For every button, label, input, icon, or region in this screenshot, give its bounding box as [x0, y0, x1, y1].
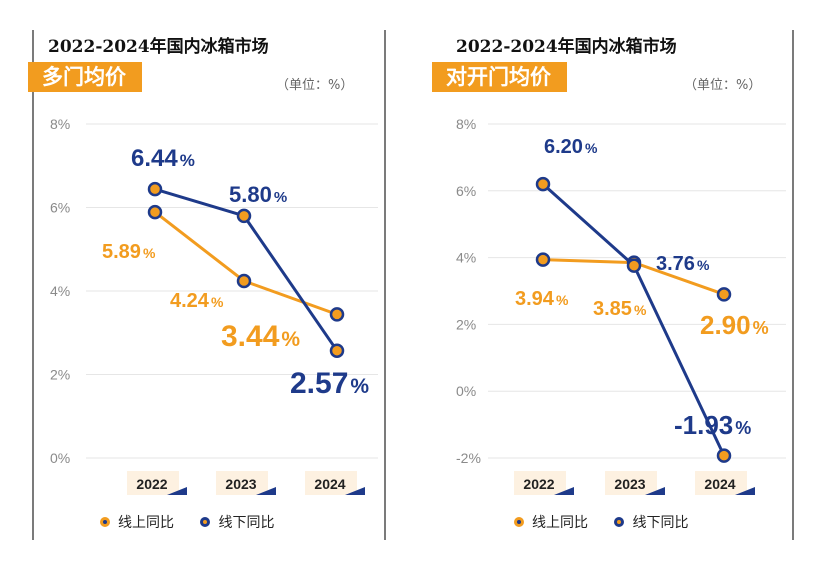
y-tick-label: 0%	[456, 383, 476, 399]
x-category-badge	[216, 471, 268, 495]
legend-marker-offline	[200, 517, 211, 527]
legend-item-online: 线上同比	[100, 512, 174, 532]
data-point-offline	[716, 448, 732, 463]
x-category-badge-accent	[554, 487, 574, 495]
data-label-online: 3.94%	[515, 288, 569, 310]
data-point-online	[236, 273, 252, 289]
data-label-offline: 6.20%	[544, 136, 598, 158]
x-category-badge	[305, 471, 357, 495]
x-category-badge-accent	[167, 487, 187, 495]
x-category-badge	[514, 471, 566, 495]
x-tick-label: 2024	[314, 476, 345, 492]
unit-label: （单位：%）	[276, 78, 354, 93]
data-point-online	[147, 204, 163, 220]
data-label-offline: 6.44%	[131, 145, 195, 172]
y-tick-label: 4%	[456, 250, 476, 266]
data-label-online: 3.44%	[221, 320, 300, 353]
x-tick-label: 2024	[704, 476, 735, 492]
legend-label-online: 线上同比	[532, 515, 588, 531]
y-tick-label: 0%	[50, 450, 70, 466]
x-category-badge	[127, 471, 179, 495]
legend-marker-online	[514, 517, 524, 527]
x-tick-label: 2023	[225, 476, 256, 492]
y-tick-label: 6%	[50, 200, 70, 216]
x-category-badge-accent	[256, 487, 276, 495]
line-chart-side-by-side: 8% 6% 4% 2% 0% -2% 2022 2023 2024 3.94% 3.85% 2.90%…	[456, 116, 786, 495]
legend-label-offline: 线下同比	[632, 515, 689, 531]
y-tick-label: 4%	[50, 283, 70, 299]
legend-marker-offline	[614, 517, 625, 527]
y-tick-label: 2%	[456, 316, 476, 332]
panel-right-border	[792, 30, 794, 540]
data-label-online: 2.90%	[700, 310, 769, 340]
y-tick-label: 8%	[50, 116, 70, 132]
panel-title: 2022-2024年国内冰箱市场	[48, 37, 269, 57]
data-point-offline	[236, 208, 252, 224]
y-tick-label: 8%	[456, 116, 476, 132]
legend-label-online: 线上同比	[118, 515, 174, 531]
legend: 线上同比 线下同比	[100, 512, 296, 532]
legend-item-online: 线上同比	[514, 512, 588, 532]
data-label-online: 4.24%	[170, 290, 224, 312]
data-point-offline	[147, 181, 163, 197]
legend-marker-online	[100, 517, 110, 527]
x-category-badge-accent	[345, 487, 365, 495]
data-point-online	[329, 307, 345, 322]
data-point-offline	[535, 176, 551, 192]
legend-item-offline: 线下同比	[614, 512, 688, 532]
x-category-badge-accent	[645, 487, 665, 495]
data-label-offline: 2.57%	[290, 367, 369, 400]
data-label-online: 3.85%	[593, 298, 647, 320]
x-category-badge-accent	[735, 487, 755, 495]
chart-panel-side-by-side: 2022-2024年国内冰箱市场 对开门均价 （单位：%） 8% 6% 4% 2% 0%…	[412, 0, 797, 568]
chart-subtitle-badge: 对开门均价	[432, 62, 567, 92]
line-chart-multi-door: 8% 6% 4% 2% 0% 2022 2023 2024 5.89 % 4.24 % 3.44% 6.4…	[50, 116, 378, 495]
panel-title: 2022-2024年国内冰箱市场	[456, 37, 677, 57]
data-label-online: 5.89%	[102, 241, 156, 263]
y-tick-label: 2%	[50, 367, 70, 383]
x-tick-label: 2023	[614, 476, 645, 492]
legend-item-offline: 线下同比	[200, 512, 274, 532]
data-point-online	[716, 287, 732, 302]
x-tick-label: 2022	[523, 476, 554, 492]
y-tick-label: -2%	[456, 450, 481, 466]
data-label-offline: 5.80%	[229, 182, 287, 207]
chart-subtitle-badge: 多门均价	[28, 62, 142, 92]
legend-label-offline: 线下同比	[218, 515, 275, 531]
y-tick-label: 6%	[456, 183, 476, 199]
panel-divider	[384, 30, 386, 540]
x-category-badge	[605, 471, 657, 495]
x-tick-label: 2022	[136, 476, 167, 492]
x-category-badge	[695, 471, 747, 495]
legend: 线上同比 线下同比	[514, 512, 710, 532]
data-point-online	[535, 252, 551, 267]
panel-left-border	[32, 30, 34, 540]
data-label-offline: 3.76%	[656, 253, 710, 275]
data-point-offline	[626, 258, 642, 273]
unit-label: （单位：%）	[684, 78, 762, 93]
chart-panel-multi-door: 2022-2024年国内冰箱市场 多门均价 （单位：%） 8% 6% 4% 2% 0% 2…	[28, 0, 413, 568]
data-point-offline	[329, 343, 345, 358]
data-label-offline: -1.93%	[674, 410, 751, 440]
